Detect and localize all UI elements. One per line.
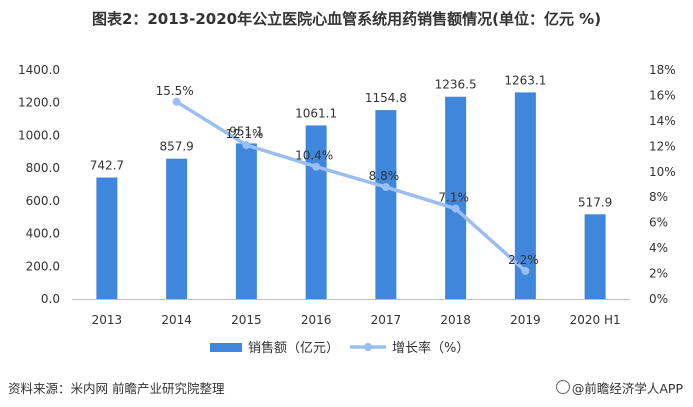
source-note: 资料来源：米内网 前瞻产业研究院整理: [8, 381, 225, 396]
left-tick-label: 0.0: [41, 292, 60, 306]
bar-value-label: 951.1: [229, 124, 263, 138]
right-tick-label: 14%: [649, 114, 676, 128]
growth-value-label: 7.1%: [438, 191, 469, 205]
bar: [96, 177, 118, 299]
bar: [235, 143, 257, 299]
left-tick-label: 400.0: [26, 227, 60, 241]
left-tick-label: 1000.0: [18, 128, 60, 142]
left-tick-label: 600.0: [26, 194, 60, 208]
left-tick-label: 200.0: [26, 259, 60, 273]
right-tick-label: 18%: [649, 63, 676, 77]
x-tick-label: 2016: [301, 313, 332, 327]
x-tick-label: 2013: [92, 313, 123, 327]
growth-point: [172, 97, 181, 106]
legend-line-marker: [364, 343, 372, 351]
chart-title: 图表2：2013-2020年公立医院心血管系统用药销售额情况(单位：亿元 %): [91, 10, 602, 28]
x-tick-label: 2019: [510, 313, 541, 327]
legend-line-label: 增长率（%）: [392, 340, 469, 356]
x-tick-label: 2015: [231, 313, 262, 327]
left-tick-label: 1200.0: [18, 96, 60, 110]
right-tick-label: 12%: [649, 139, 676, 153]
bar-value-label: 742.7: [90, 159, 124, 173]
brand-credit: @前瞻经济学人APP: [555, 378, 683, 397]
growth-value-label: 2.2%: [508, 253, 539, 267]
right-tick-label: 16%: [649, 88, 676, 102]
legend: 销售额（亿元） 增长率（%）: [210, 340, 469, 356]
right-tick-label: 4%: [649, 241, 668, 255]
brand-logo-icon: [555, 380, 570, 394]
bar: [445, 96, 467, 299]
growth-value-label: 12.1%: [225, 127, 263, 141]
left-tick-label: 800.0: [26, 161, 60, 175]
bar-value-label: 1236.5: [435, 78, 477, 92]
bar-value-label: 1263.1: [504, 73, 546, 87]
x-tick-label: 2014: [161, 313, 192, 327]
right-y-axis: 0% 2% 4% 6% 8% 10% 12% 14% 16% 18%: [649, 63, 676, 306]
bar-value-label: 857.9: [159, 140, 193, 154]
legend-bar-swatch: [210, 343, 242, 352]
bar-value-label: 517.9: [578, 195, 612, 209]
legend-bar-label: 销售额（亿元）: [248, 340, 339, 356]
footer: 资料来源：米内网 前瞻产业研究院整理 @前瞻经济学人APP: [0, 376, 693, 400]
left-y-axis: 0.0 200.0 400.0 600.0 800.0 1000.0 1200.0 1400.…: [18, 63, 60, 306]
bar: [375, 110, 397, 299]
right-tick-label: 2%: [649, 267, 668, 281]
bar: [514, 92, 536, 299]
bar: [584, 214, 606, 299]
growth-value-label: 10.4%: [295, 149, 333, 163]
growth-point: [242, 141, 251, 150]
growth-point: [521, 267, 530, 276]
x-axis: 2013 2014 2015 2016 2017 2018 2019 2020 H1: [72, 299, 630, 327]
left-tick-label: 1400.0: [18, 63, 60, 77]
growth-value-label: 15.5%: [156, 84, 194, 98]
bar-value-label: 1154.8: [365, 91, 407, 105]
growth-point: [381, 183, 390, 192]
right-tick-label: 8%: [649, 190, 668, 204]
x-tick-label: 2017: [371, 313, 402, 327]
bar: [166, 158, 188, 299]
x-tick-label: 2018: [440, 313, 471, 327]
brand-text: @前瞻经济学人APP: [571, 381, 683, 396]
right-tick-label: 0%: [649, 292, 668, 306]
right-tick-label: 10%: [649, 165, 676, 179]
growth-line: [175, 100, 527, 273]
x-tick-label: 2020 H1: [570, 313, 621, 327]
growth-point: [312, 162, 321, 171]
growth-line-series: 15.5% 12.1% 10.4% 8.8% 7.1% 2.2%: [156, 84, 539, 276]
growth-value-label: 8.8%: [369, 169, 400, 183]
right-tick-label: 6%: [649, 216, 668, 230]
bar-value-label: 1061.1: [295, 106, 337, 120]
growth-point: [451, 204, 460, 213]
